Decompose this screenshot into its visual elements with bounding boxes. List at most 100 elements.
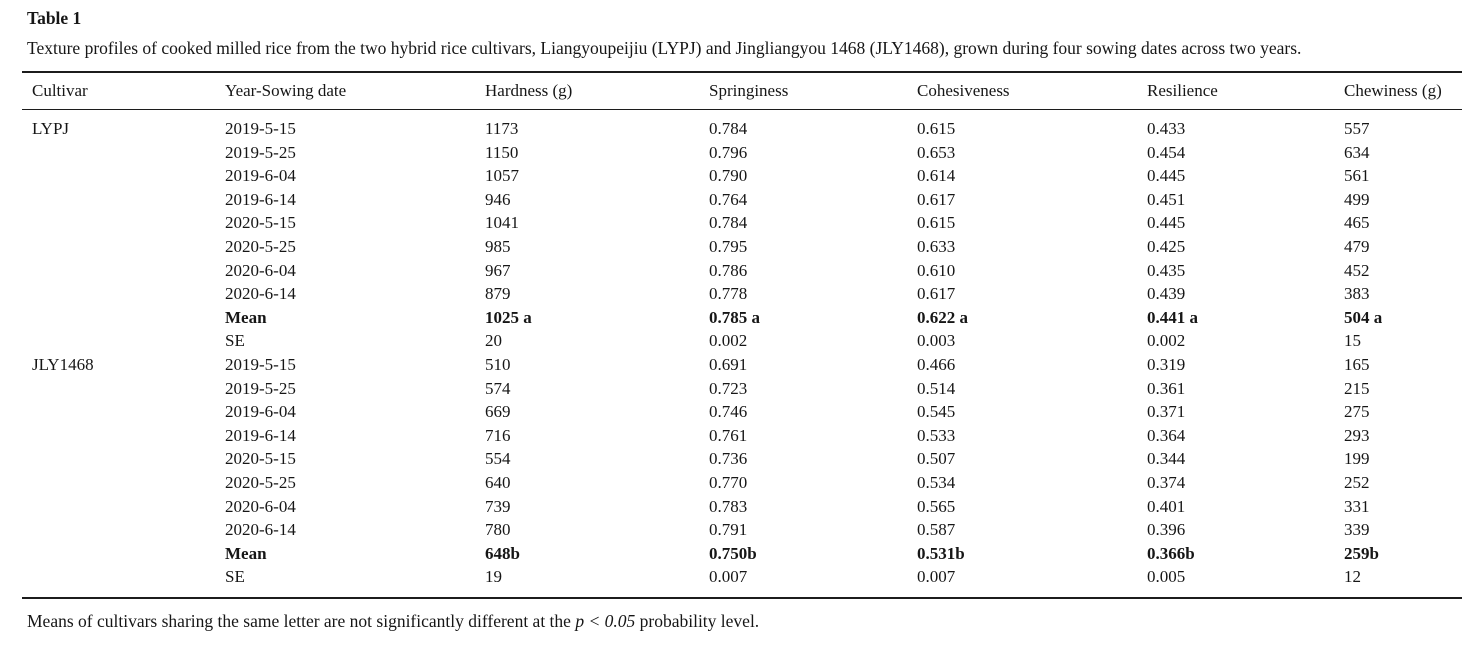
table-cell [22, 188, 225, 212]
table-cell: 1041 [485, 213, 519, 233]
table-cell: 0.531b [917, 543, 965, 563]
table-cell: 259b [1344, 543, 1379, 563]
table-cell: 2019-6-04 [225, 402, 296, 422]
table-cell: 0.007 [709, 567, 748, 587]
table-cell: 0.622 a [917, 307, 968, 327]
table-cell: 0.371 [1147, 402, 1186, 422]
table-cell: 165 [1344, 354, 1370, 374]
table-cell: 0.761 [709, 425, 748, 445]
table-cell: 0.784 [709, 213, 748, 233]
table-cell [22, 518, 225, 542]
table-cell: 0.736 [709, 449, 748, 469]
table-cell: 0.425 [1147, 236, 1186, 256]
table-cell: 0.454 [1147, 142, 1186, 162]
table-cell: 0.534 [917, 472, 956, 492]
table-row: 2020-5-25 985 0.795 0.633 0.425 479 [22, 235, 1462, 259]
table-row: 2019-6-04 669 0.746 0.545 0.371 275 [22, 400, 1462, 424]
table-cell: 19 [485, 567, 502, 587]
table-cell: 0.364 [1147, 425, 1186, 445]
table-cell: 0.514 [917, 378, 956, 398]
table-cell: 634 [1344, 142, 1370, 162]
table-cell: 293 [1344, 425, 1370, 445]
table-cell: 2019-5-15 [225, 119, 296, 138]
table-footnote: Means of cultivars sharing the same lett… [27, 609, 1474, 633]
table-cell: Mean [225, 543, 267, 563]
table-cell: 0.435 [1147, 260, 1186, 280]
table-cell: SE [225, 331, 245, 351]
table-cell [22, 259, 225, 283]
table-cell [22, 471, 225, 495]
table-cell [22, 565, 225, 598]
table-cell: 0.374 [1147, 472, 1186, 492]
table-row: Mean 648b 0.750b 0.531b 0.366b 259b [22, 542, 1462, 566]
table-cell [22, 377, 225, 401]
table-cell [22, 282, 225, 306]
table-cell: 0.466 [917, 354, 956, 374]
table-row: 2020-6-04 967 0.786 0.610 0.435 452 [22, 259, 1462, 283]
table-cell: 0.344 [1147, 449, 1186, 469]
table-cell: 12 [1344, 567, 1361, 587]
table-cell: 2019-5-15 [225, 354, 296, 374]
table-cell [22, 235, 225, 259]
table-cell: 967 [485, 260, 511, 280]
table-cell: 946 [485, 189, 511, 209]
table-cell: SE [225, 567, 245, 587]
table-cell: 739 [485, 496, 511, 516]
table-cell: 331 [1344, 496, 1370, 516]
table-cell: 0.653 [917, 142, 956, 162]
table-cell: 0.401 [1147, 496, 1186, 516]
table-cell: 0.746 [709, 402, 748, 422]
table-cell: 1173 [485, 119, 519, 138]
table-cell: 0.396 [1147, 520, 1186, 540]
table-cell: 0.007 [917, 567, 956, 587]
table-cell: 2020-6-14 [225, 284, 296, 304]
table-cell: 0.441 a [1147, 307, 1198, 327]
table-cell: 2019-6-14 [225, 189, 296, 209]
table-cell: 0.786 [709, 260, 748, 280]
table-cell: 0.723 [709, 378, 748, 398]
table-cell: 2020-5-15 [225, 213, 296, 233]
table-cell: 510 [485, 354, 511, 374]
table-cell [22, 211, 225, 235]
column-header-chewiness: Chewiness (g) [1344, 72, 1462, 110]
table-row: 2020-6-14 879 0.778 0.617 0.439 383 [22, 282, 1462, 306]
table-cell: 2020-6-04 [225, 260, 296, 280]
table-caption: Texture profiles of cooked milled rice f… [27, 38, 1302, 58]
table-row: 2019-5-25 1150 0.796 0.653 0.454 634 [22, 141, 1462, 165]
table-cell: 252 [1344, 472, 1370, 492]
table-cell: 0.617 [917, 189, 956, 209]
table-cell: 199 [1344, 449, 1370, 469]
table-cell [22, 306, 225, 330]
column-header-hardness: Hardness (g) [485, 72, 709, 110]
table-cell: 383 [1344, 284, 1370, 304]
table-cell: 0.796 [709, 142, 748, 162]
table-cell: 2019-5-25 [225, 142, 296, 162]
table-cell: 504 a [1344, 307, 1383, 327]
table-cell: 15 [1344, 331, 1361, 351]
table-row: LYPJ 2019-5-15 1173 0.784 0.615 0.433 557 [22, 110, 1462, 141]
table-row: 2020-5-15 554 0.736 0.507 0.344 199 [22, 447, 1462, 471]
table-cell: 452 [1344, 260, 1370, 280]
table-cell: 479 [1344, 236, 1370, 256]
table-cell: 2019-5-25 [225, 378, 296, 398]
table-cell: 2020-5-25 [225, 236, 296, 256]
table-row: 2020-5-25 640 0.770 0.534 0.374 252 [22, 471, 1462, 495]
table-cell: 0.791 [709, 520, 748, 540]
column-header-year-sowing-date: Year-Sowing date [225, 72, 485, 110]
column-header-springiness: Springiness [709, 72, 917, 110]
table-cell: 0.005 [1147, 567, 1186, 587]
table-cell: 780 [485, 520, 511, 540]
table-cell: 1150 [485, 142, 519, 162]
table-cell [22, 424, 225, 448]
table-cell: 0.633 [917, 236, 956, 256]
table-row: 2019-6-14 946 0.764 0.617 0.451 499 [22, 188, 1462, 212]
table-cell: 0.433 [1147, 119, 1186, 138]
table-cell [22, 141, 225, 165]
table-cell: 0.439 [1147, 284, 1186, 304]
table-cell: 0.617 [917, 284, 956, 304]
column-header-cohesiveness: Cohesiveness [917, 72, 1147, 110]
table-cell: 0.319 [1147, 354, 1186, 374]
table-cell: 0.003 [917, 331, 956, 351]
table-cell: 0.587 [917, 520, 956, 540]
texture-profile-table: Cultivar Year-Sowing date Hardness (g) S… [22, 71, 1462, 599]
